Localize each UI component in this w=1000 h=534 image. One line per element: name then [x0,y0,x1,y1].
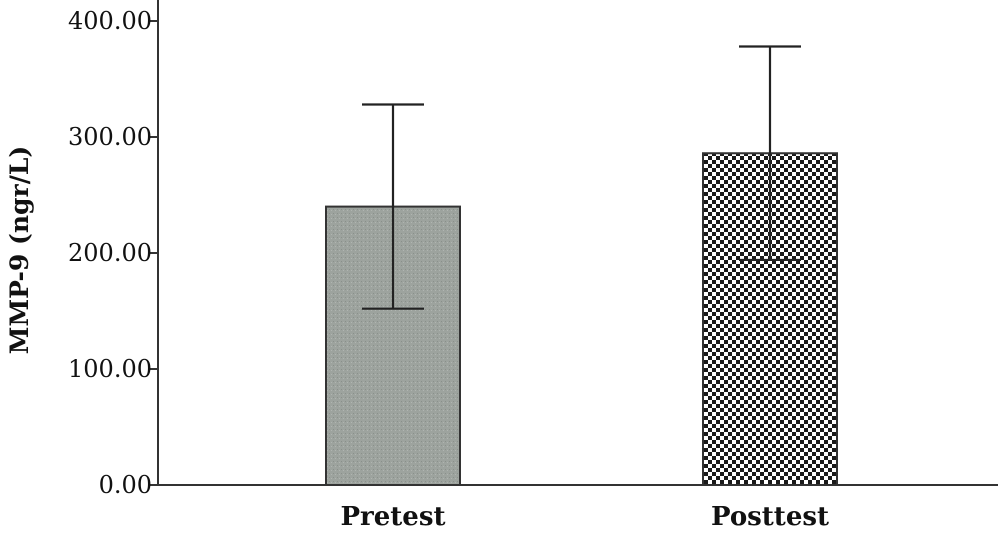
x-tick-label: Pretest [341,502,446,532]
error-bar-pretest [362,103,424,310]
y-tick-label: 100.00 [68,355,152,383]
bars-group [325,45,838,487]
y-tick-label: 400.00 [68,7,152,35]
y-tick-label: 200.00 [68,239,152,267]
y-axis: 0.00 100.00 200.00 300.00 400.00 [68,0,159,499]
error-bar-posttest [739,45,801,262]
x-tick-label: Posttest [711,502,829,532]
x-axis: Pretest Posttest [158,484,998,532]
y-tick-label: 300.00 [68,123,152,151]
y-axis-title: MMP-9 (ngr/L) [5,146,34,354]
y-tick-label: 0.00 [99,471,152,499]
